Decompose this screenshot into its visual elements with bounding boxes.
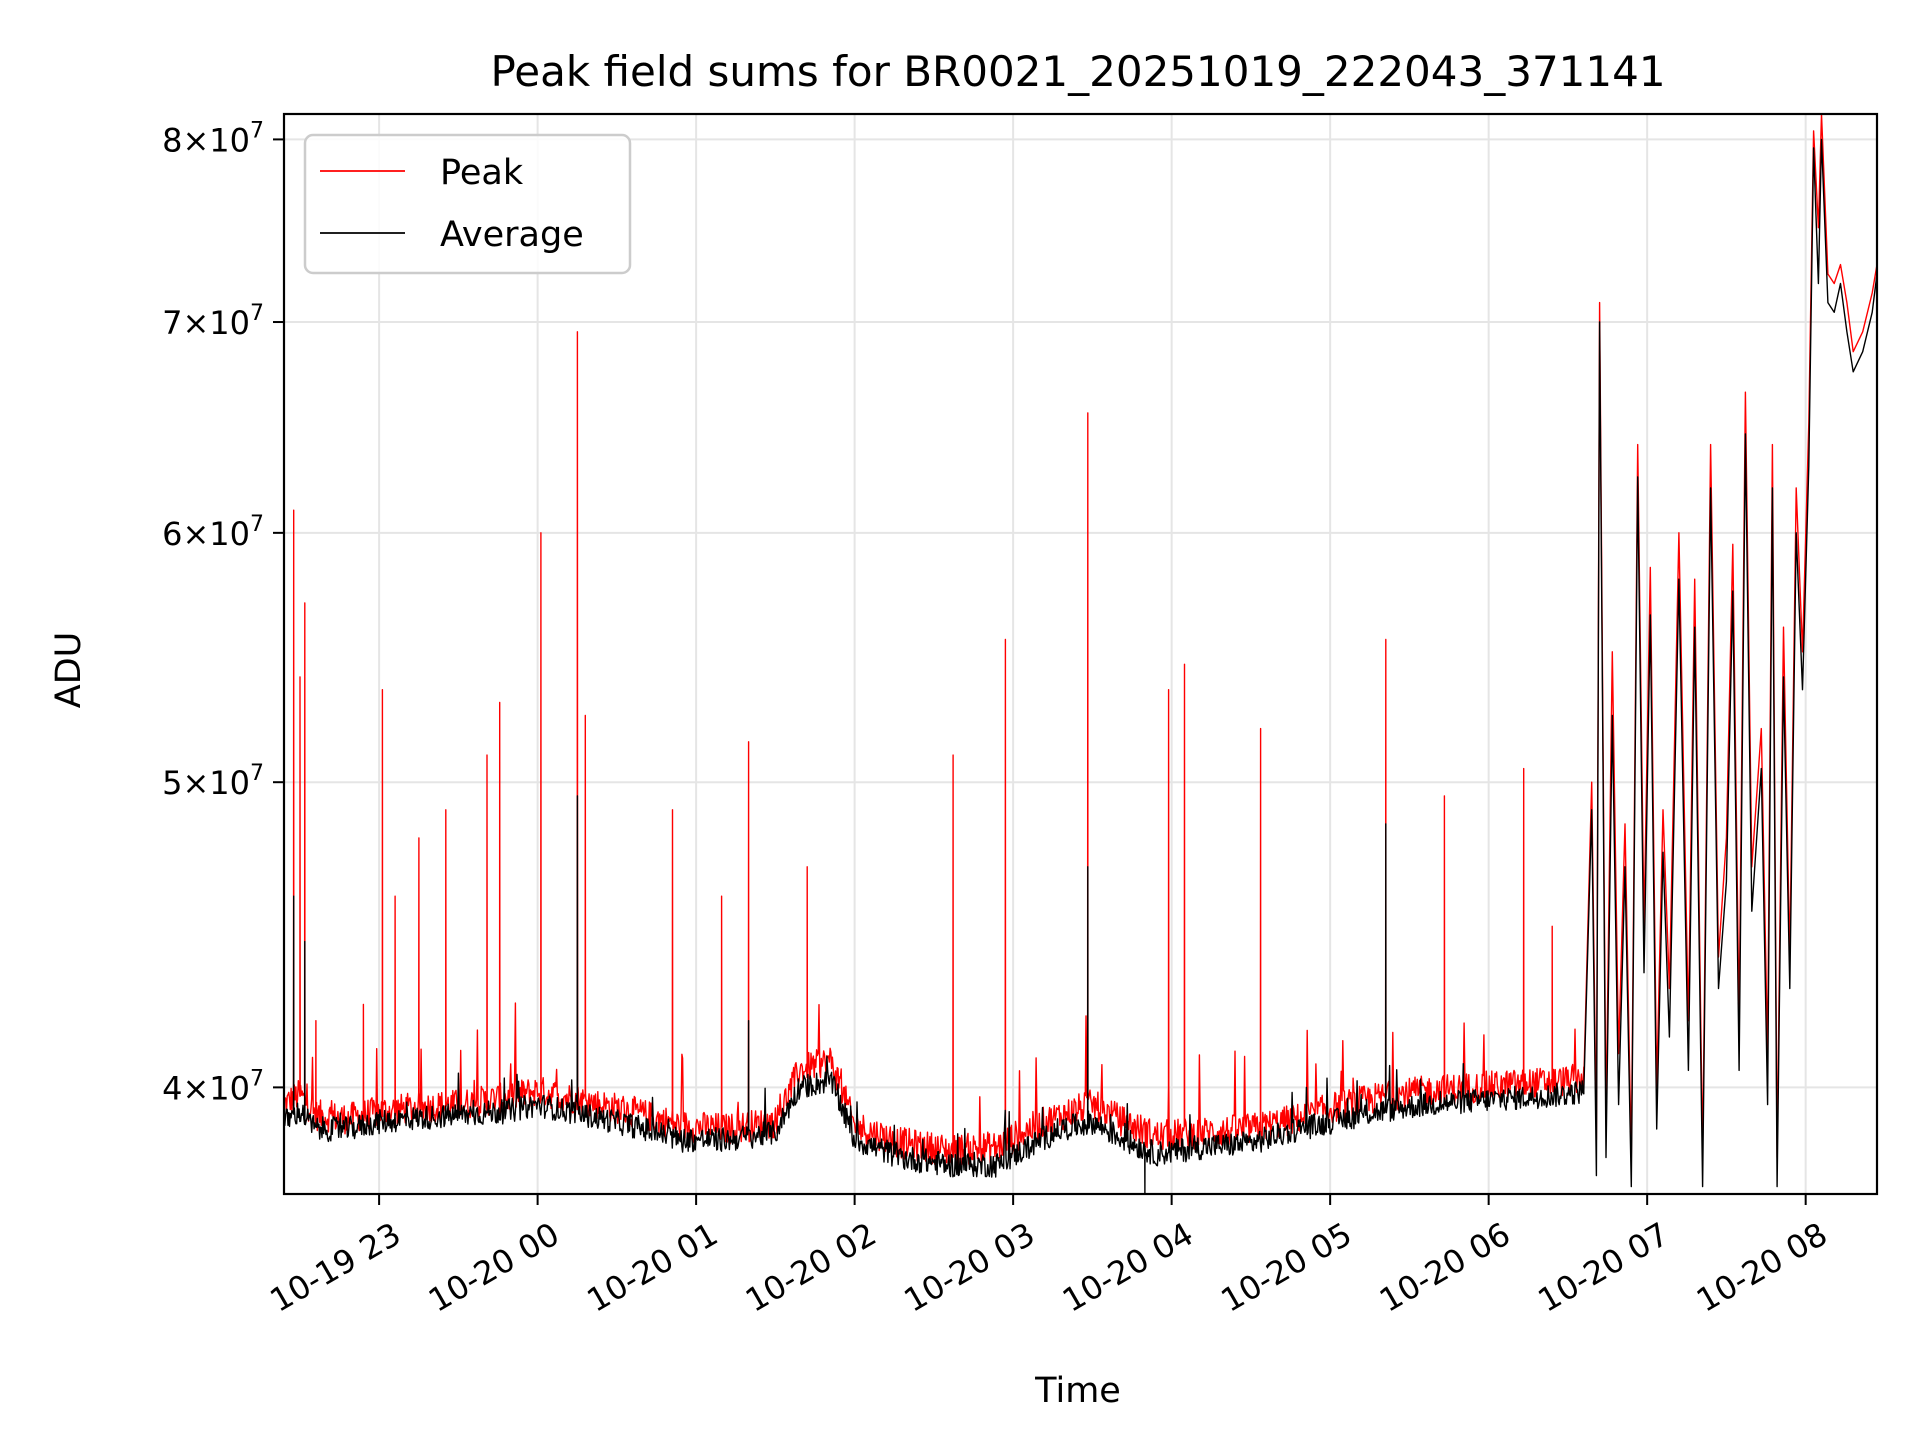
y-tick-label: 8×107 <box>162 118 264 159</box>
legend-average-label: Average <box>440 215 584 255</box>
series-line-average <box>283 138 1878 1195</box>
y-axis-label: ADU <box>49 632 89 709</box>
y-tick-label: 4×107 <box>162 1066 264 1107</box>
series-layer <box>283 113 1878 1195</box>
y-tick-label: 6×107 <box>162 512 264 553</box>
y-axis-ticks: 4×107 5×107 6×107 7×107 8×107 <box>162 118 284 1107</box>
x-axis-label: Time <box>1034 1371 1121 1411</box>
plot-frame <box>282 112 1879 1196</box>
y-tick-label: 5×107 <box>162 761 264 802</box>
chart-title: Peak field sums for BR0021_20251019_2220… <box>490 47 1665 96</box>
grid-lines <box>284 114 1877 1194</box>
y-tick-label: 7×107 <box>162 301 264 342</box>
legend-box <box>303 133 632 275</box>
legend-peak-label: Peak <box>440 153 524 193</box>
legend: Peak Average <box>303 133 632 275</box>
